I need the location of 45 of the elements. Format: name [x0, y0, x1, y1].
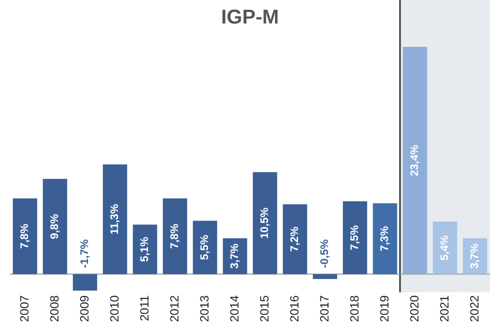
- x-tick-label: 2018: [347, 294, 362, 322]
- x-tick-label: 2017: [317, 294, 332, 322]
- data-label: 3,7%: [229, 243, 242, 269]
- x-tick-label: 2014: [227, 294, 242, 322]
- bar: [432, 222, 458, 274]
- bar: [102, 164, 128, 274]
- data-label: 7,8%: [19, 224, 32, 249]
- x-tick-label: 2016: [287, 294, 302, 322]
- data-label: 7,5%: [349, 224, 362, 250]
- bar: [282, 204, 308, 274]
- x-tick-label: 2011: [137, 294, 152, 322]
- data-label: 9,8%: [49, 214, 62, 240]
- chart-title: IGP-M: [221, 6, 279, 29]
- data-label: 7,3%: [379, 226, 392, 252]
- x-tick-label: 2022: [467, 294, 482, 322]
- data-label: 10,5%: [259, 207, 272, 239]
- data-label: 11,3%: [109, 204, 122, 235]
- x-tick-label: 2008: [47, 294, 62, 322]
- data-label: 5,1%: [139, 236, 152, 262]
- bar: [402, 46, 428, 274]
- bar: [72, 274, 98, 291]
- bar: [252, 172, 278, 274]
- bar: [162, 198, 188, 274]
- x-tick-label: 2019: [377, 294, 392, 322]
- data-label: 7,8%: [169, 224, 182, 249]
- data-label: 23,4%: [409, 144, 422, 176]
- x-tick-label: 2007: [17, 294, 32, 322]
- data-label: 5,5%: [199, 234, 212, 260]
- x-tick-label: 2021: [437, 294, 452, 322]
- x-tick-label: 2013: [197, 294, 212, 322]
- bar: [372, 203, 398, 274]
- bar: [312, 274, 338, 279]
- bar: [342, 201, 368, 274]
- x-tick-label: 2012: [167, 294, 182, 322]
- x-tick-label: 2020: [407, 294, 422, 322]
- data-label: 7,2%: [289, 226, 302, 252]
- bar: [12, 198, 38, 274]
- x-tick-label: 2010: [107, 294, 122, 322]
- data-label: 5,4%: [439, 235, 452, 260]
- x-tick-label: 2015: [257, 294, 272, 322]
- data-label: -0,5%: [319, 239, 332, 268]
- x-tick-label: 2009: [77, 294, 92, 322]
- data-label: -1,7%: [79, 239, 92, 268]
- bar: [42, 178, 68, 274]
- data-label: 3,7%: [469, 243, 482, 269]
